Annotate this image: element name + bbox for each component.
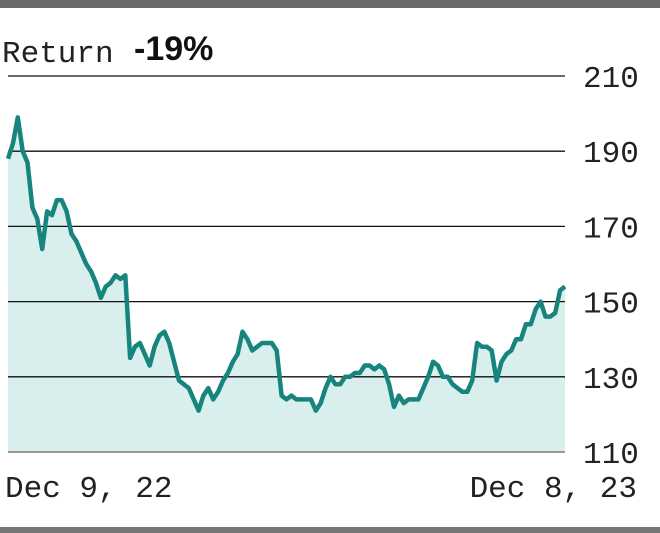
top-border <box>0 0 660 8</box>
y-tick-label: 110 <box>583 438 639 473</box>
y-tick-label: 170 <box>583 212 639 247</box>
return-value: -19% <box>134 30 213 68</box>
x-tick-label: Dec 8, 23 <box>470 472 637 507</box>
chart-title: Return <box>2 37 114 72</box>
y-tick-label: 150 <box>583 288 639 323</box>
y-tick-label: 190 <box>583 137 639 172</box>
line <box>5 115 567 413</box>
plot: 110 130 150 170 190 210 Dec 9, 22 Dec 8, 23 <box>5 62 639 507</box>
y-tick-label: 130 <box>583 363 639 398</box>
bottom-border <box>0 527 660 533</box>
y-tick-label: 210 <box>583 62 639 97</box>
area <box>8 117 565 453</box>
x-tick-label: Dec 9, 22 <box>5 472 172 507</box>
